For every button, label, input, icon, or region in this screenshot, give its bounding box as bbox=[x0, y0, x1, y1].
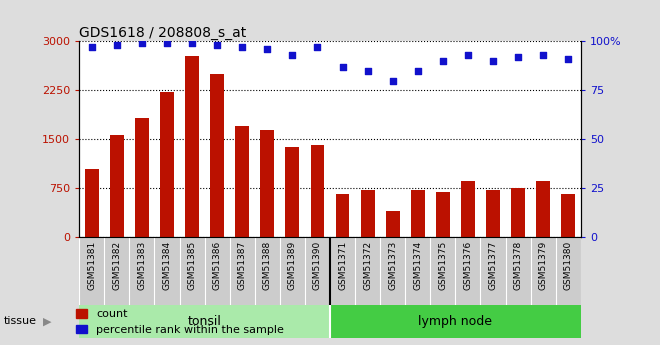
Text: GSM51390: GSM51390 bbox=[313, 241, 322, 290]
Text: GSM51386: GSM51386 bbox=[213, 241, 222, 290]
Point bbox=[137, 41, 147, 46]
Text: GSM51382: GSM51382 bbox=[112, 241, 121, 290]
Text: GSM51376: GSM51376 bbox=[463, 241, 473, 290]
Bar bbox=[436, 191, 449, 237]
Text: ▶: ▶ bbox=[43, 316, 51, 326]
Point bbox=[112, 42, 122, 48]
Text: GSM51373: GSM51373 bbox=[388, 241, 397, 290]
Text: tissue: tissue bbox=[3, 316, 36, 326]
Point bbox=[387, 78, 398, 83]
Text: GSM51372: GSM51372 bbox=[363, 241, 372, 290]
Text: GSM51384: GSM51384 bbox=[162, 241, 172, 290]
Bar bbox=[79, 305, 330, 338]
Text: GSM51378: GSM51378 bbox=[513, 241, 523, 290]
Point bbox=[438, 58, 448, 64]
Bar bbox=[537, 180, 550, 237]
Bar bbox=[160, 92, 174, 237]
Bar bbox=[361, 190, 374, 237]
Bar bbox=[512, 188, 525, 237]
Bar bbox=[261, 130, 274, 237]
Text: tonsil: tonsil bbox=[187, 315, 222, 328]
Point bbox=[488, 58, 498, 64]
Bar bbox=[185, 56, 199, 237]
Text: GSM51385: GSM51385 bbox=[187, 241, 197, 290]
Bar bbox=[211, 74, 224, 237]
Point bbox=[86, 45, 97, 50]
Point bbox=[212, 42, 222, 48]
Bar bbox=[135, 118, 148, 237]
Bar bbox=[386, 211, 399, 237]
Bar bbox=[486, 190, 500, 237]
Bar bbox=[236, 126, 249, 237]
Point bbox=[287, 52, 298, 58]
Point bbox=[538, 52, 548, 58]
Point bbox=[312, 45, 323, 50]
Point bbox=[187, 41, 197, 46]
Text: GSM51389: GSM51389 bbox=[288, 241, 297, 290]
Bar bbox=[336, 194, 349, 237]
Bar bbox=[562, 194, 575, 237]
Text: GSM51388: GSM51388 bbox=[263, 241, 272, 290]
Legend: count, percentile rank within the sample: count, percentile rank within the sample bbox=[71, 305, 288, 339]
Text: GSM51379: GSM51379 bbox=[539, 241, 548, 290]
Bar bbox=[461, 180, 475, 237]
Point bbox=[362, 68, 373, 73]
Bar bbox=[110, 135, 123, 237]
Point bbox=[463, 52, 473, 58]
Text: GSM51375: GSM51375 bbox=[438, 241, 447, 290]
Text: GDS1618 / 208808_s_at: GDS1618 / 208808_s_at bbox=[79, 26, 246, 40]
Point bbox=[412, 68, 423, 73]
Text: GSM51377: GSM51377 bbox=[488, 241, 498, 290]
Bar bbox=[85, 169, 98, 237]
Text: GSM51383: GSM51383 bbox=[137, 241, 147, 290]
Bar bbox=[330, 305, 581, 338]
Text: GSM51381: GSM51381 bbox=[87, 241, 96, 290]
Text: GSM51380: GSM51380 bbox=[564, 241, 573, 290]
Point bbox=[337, 64, 348, 70]
Bar bbox=[411, 190, 424, 237]
Text: lymph node: lymph node bbox=[418, 315, 492, 328]
Bar bbox=[311, 145, 324, 237]
Text: GSM51387: GSM51387 bbox=[238, 241, 247, 290]
Point bbox=[563, 56, 574, 62]
Text: GSM51374: GSM51374 bbox=[413, 241, 422, 290]
Bar bbox=[286, 147, 299, 237]
Point bbox=[513, 54, 523, 60]
Text: GSM51371: GSM51371 bbox=[338, 241, 347, 290]
Point bbox=[237, 45, 248, 50]
Point bbox=[262, 47, 273, 52]
Point bbox=[162, 41, 172, 46]
